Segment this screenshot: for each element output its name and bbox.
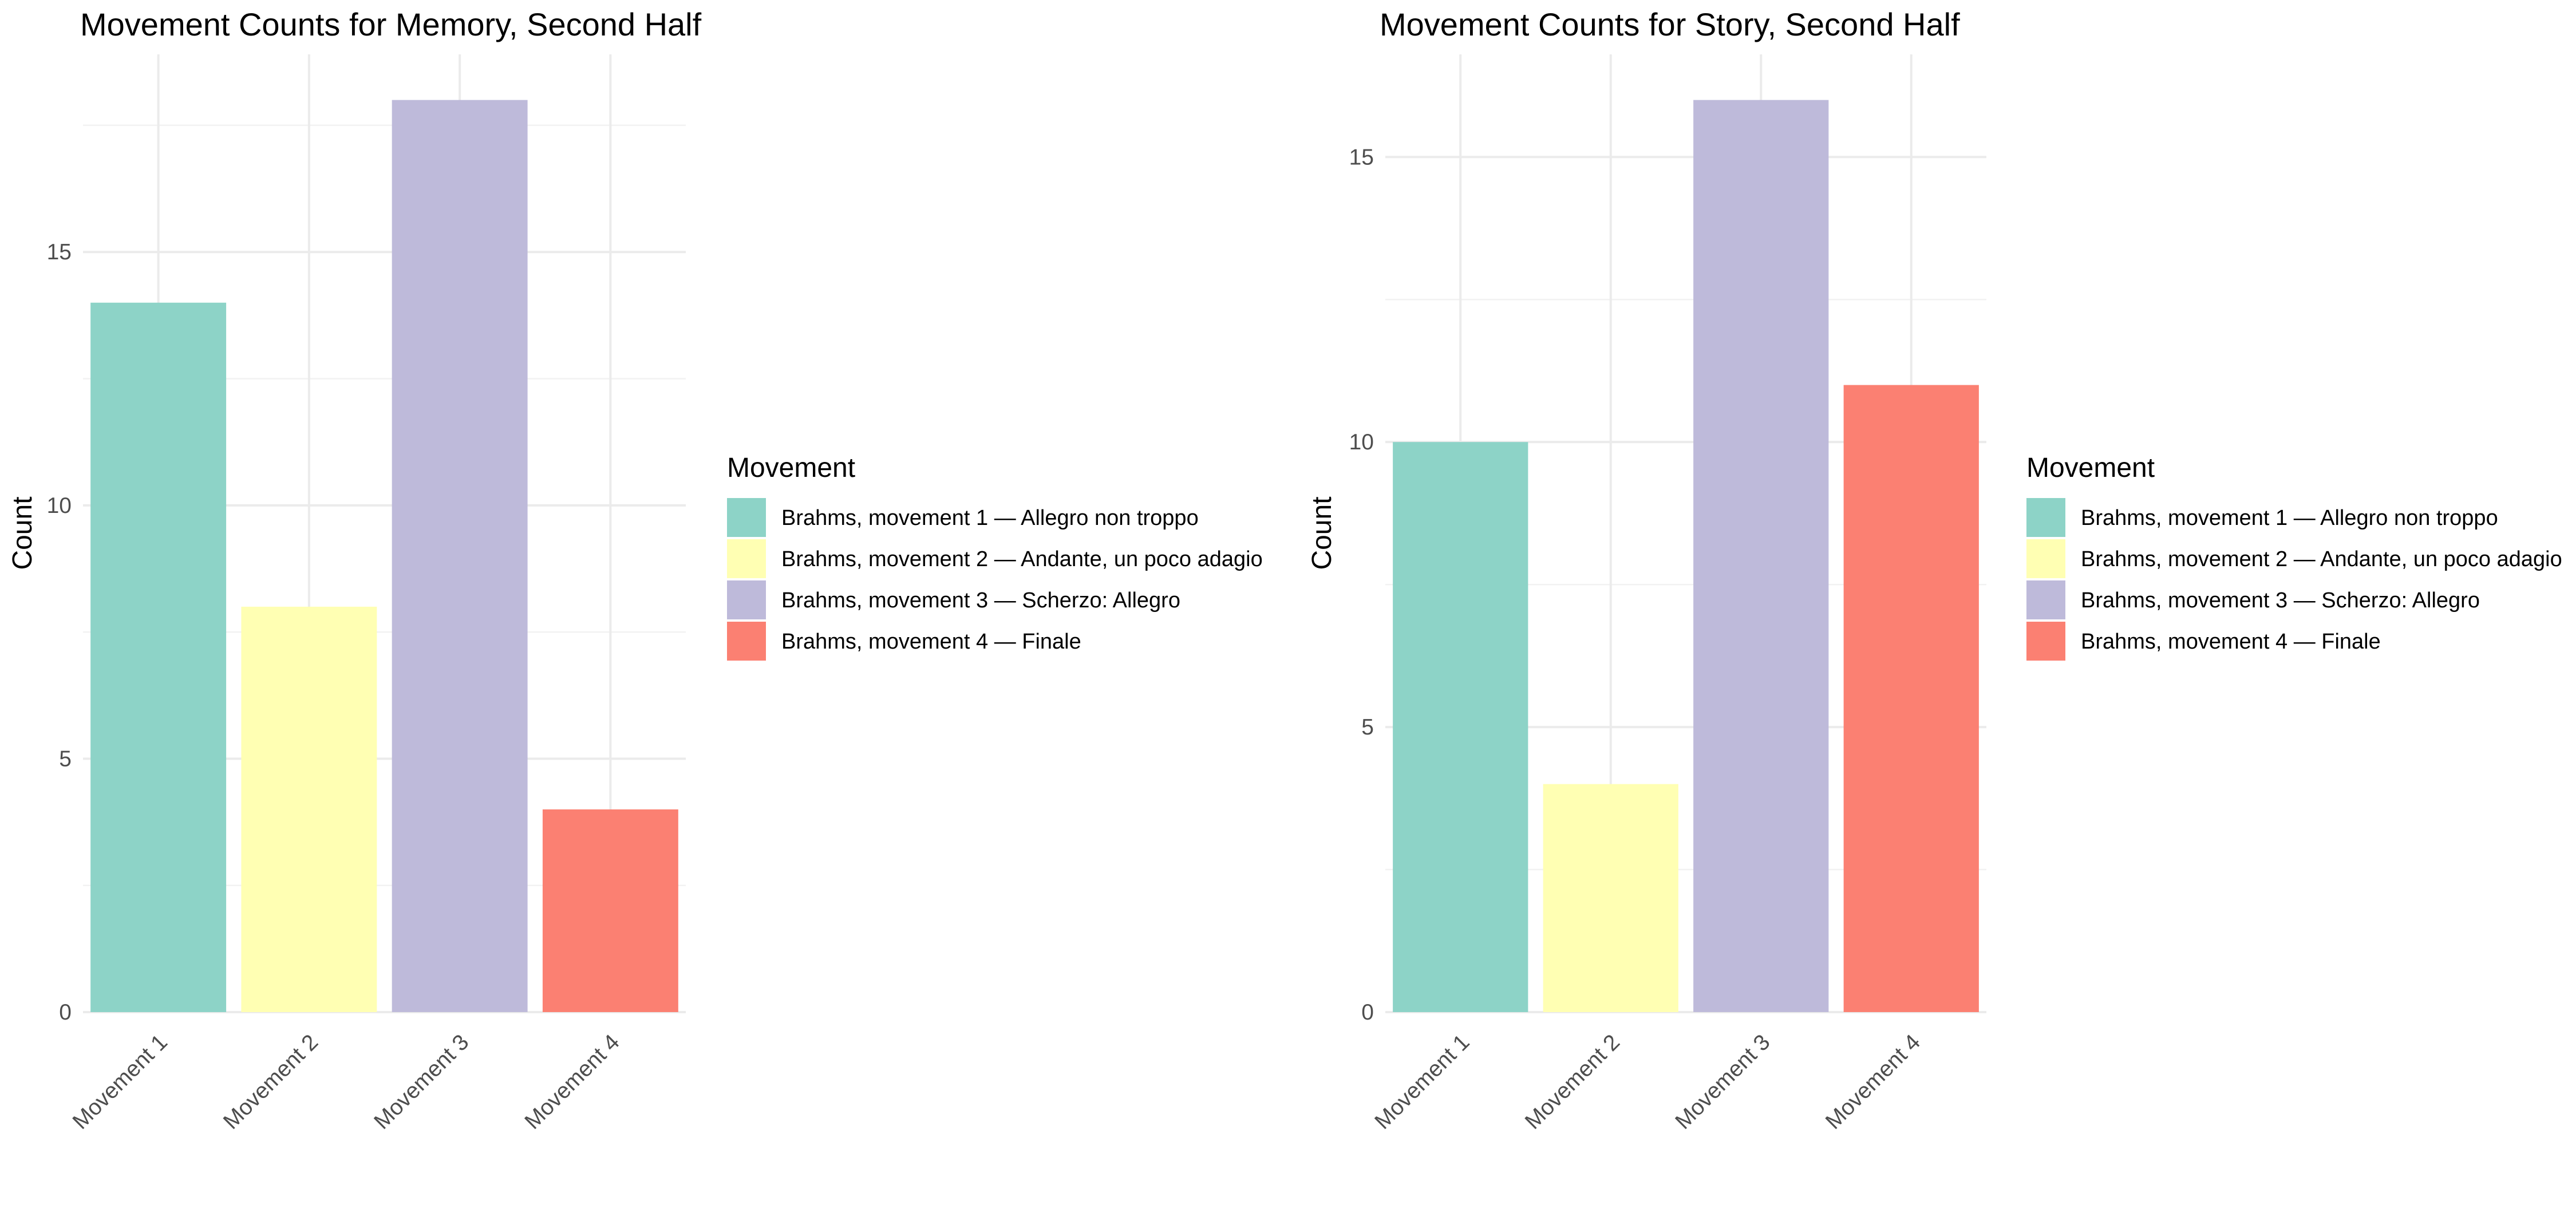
y-axis-label: Count [1307, 496, 1337, 570]
legend: Movement Brahms, movement 1 — Allegro non… [727, 453, 1263, 661]
bar-movement-2 [241, 606, 377, 1012]
bar-movement-3 [1693, 100, 1829, 1013]
legend-title: Movement [727, 453, 855, 483]
legend-entry-label: Brahms, movement 1 — Allegro non troppo [2081, 506, 2498, 530]
legend-title: Movement [2026, 453, 2155, 483]
bar-movement-1 [90, 302, 227, 1012]
y-tick-label: 10 [1349, 430, 1374, 455]
legend-entry-label: Brahms, movement 2 — Andante, un poco ad… [781, 547, 1263, 571]
bar-movement-4 [1843, 385, 1979, 1013]
bar-movement-3 [392, 100, 528, 1013]
y-tick-label: 5 [1361, 715, 1374, 740]
chart-panel-2: 0 5 10 15 Movement 1 Movement 2 Movement 3 Move… [1307, 6, 2562, 1134]
chart-panel-1: 0 5 10 15 Movement 1 Movement 2 Movement 3 Move… [7, 6, 1263, 1134]
legend-entry-label: Brahms, movement 2 — Andante, un poco ad… [2081, 547, 2562, 571]
legend-key [2026, 539, 2065, 578]
legend: Movement Brahms, movement 1 — Allegro non… [2026, 453, 2562, 661]
x-tick-label: Movement 1 [68, 1030, 172, 1134]
y-tick-label: 10 [47, 493, 72, 518]
legend-entry-label: Brahms, movement 1 — Allegro non troppo [781, 506, 1199, 530]
legend-key [2026, 622, 2065, 661]
bar-movement-2 [1543, 784, 1678, 1012]
x-tick-label: Movement 2 [1520, 1030, 1625, 1134]
legend-key [727, 498, 766, 537]
y-tick-label: 15 [47, 240, 72, 264]
x-tick-label: Movement 2 [219, 1030, 323, 1134]
legend-key [727, 580, 766, 619]
chart-title: Movement Counts for Story, Second Half [1380, 6, 1960, 42]
chart-title: Movement Counts for Memory, Second Half [80, 6, 702, 42]
y-tick-label: 0 [1361, 1000, 1374, 1025]
legend-entry-label: Brahms, movement 3 — Scherzo: Allegro [2081, 588, 2480, 613]
x-tick-label: Movement 3 [1670, 1030, 1775, 1134]
x-tick-label: Movement 3 [369, 1030, 473, 1134]
legend-entry-label: Brahms, movement 4 — Finale [781, 630, 1081, 654]
legend-entry-label: Brahms, movement 3 — Scherzo: Allegro [781, 588, 1180, 613]
legend-key [2026, 498, 2065, 537]
x-tick-label: Movement 4 [520, 1030, 625, 1134]
y-tick-label: 15 [1349, 145, 1374, 169]
legend-key [727, 539, 766, 578]
y-tick-label: 5 [59, 746, 72, 771]
bar-movement-4 [542, 809, 678, 1012]
y-axis-label: Count [7, 496, 38, 570]
legend-entry-label: Brahms, movement 4 — Finale [2081, 630, 2381, 654]
legend-key [727, 622, 766, 661]
x-tick-label: Movement 4 [1821, 1030, 1925, 1134]
legend-key [2026, 580, 2065, 619]
y-tick-label: 0 [59, 1000, 72, 1025]
x-tick-label: Movement 1 [1370, 1030, 1474, 1134]
bar-movement-1 [1393, 442, 1528, 1012]
